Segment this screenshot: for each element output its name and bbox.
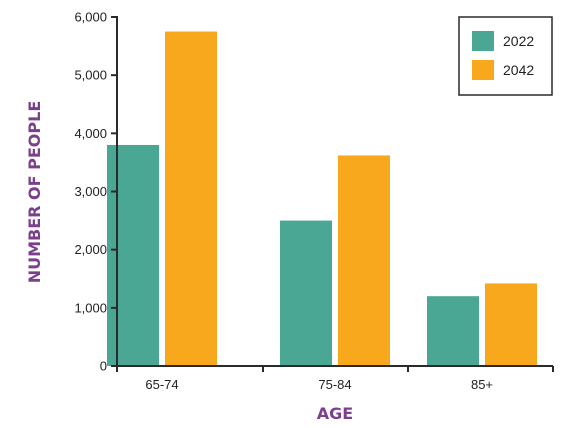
legend-label-2042: 2042	[503, 62, 534, 78]
bar-85-2042	[485, 283, 537, 366]
y-tick-label: 5,000	[74, 68, 107, 83]
bars-group	[107, 31, 537, 367]
y-tick-label: 6,000	[74, 10, 107, 25]
y-tick-label: 0	[100, 359, 107, 374]
x-tick-label: 85+	[471, 377, 493, 392]
x-ticks-group: 65-74 75-84 85+	[116, 366, 554, 392]
y-tick-label: 1,000	[74, 300, 107, 315]
y-axis-title: NUMBER OF PEOPLE	[25, 101, 44, 284]
legend-swatch-2042	[472, 60, 494, 80]
y-tick-label: 4,000	[74, 126, 107, 141]
legend-box	[458, 16, 553, 96]
legend-swatch-2022	[472, 31, 494, 51]
legend-label-2022: 2022	[503, 33, 534, 49]
y-ticks-group: 0 1,000 2,000 3,000 4,000 5,000 6,000	[74, 10, 117, 374]
y-tick-label: 3,000	[74, 184, 107, 199]
bar-85-2022	[427, 296, 479, 366]
x-axis-title: AGE	[317, 404, 353, 423]
bar-75-84-2022	[280, 220, 332, 366]
bar-65-74-2022	[107, 144, 159, 366]
y-tick-label: 2,000	[74, 242, 107, 257]
bar-65-74-2042	[165, 31, 217, 367]
x-tick-label: 65-74	[145, 377, 178, 392]
legend: 2022 2042	[458, 16, 553, 96]
bar-75-84-2042	[338, 155, 390, 366]
x-tick-label: 75-84	[318, 377, 351, 392]
